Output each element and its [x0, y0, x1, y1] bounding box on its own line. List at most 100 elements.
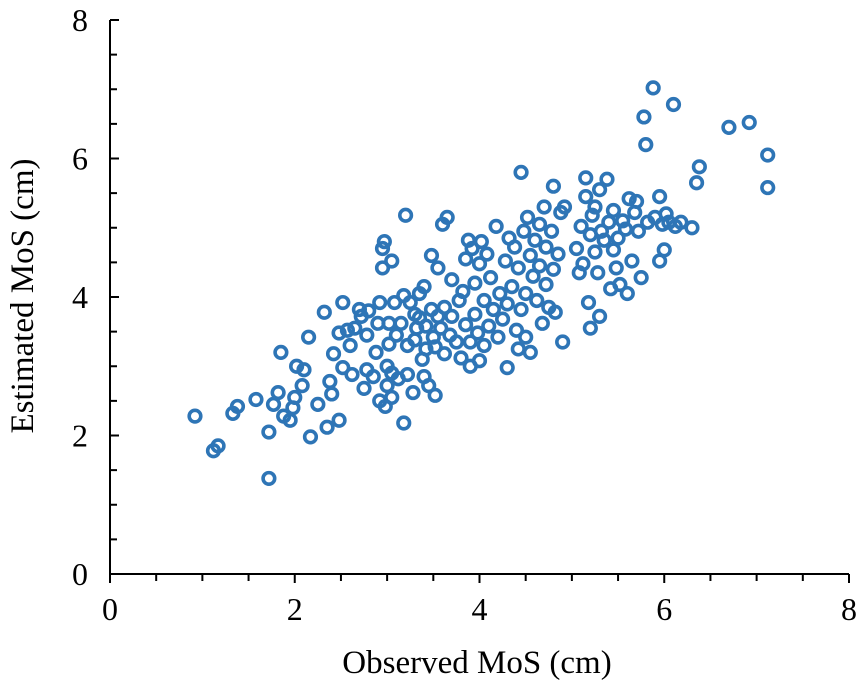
data-point	[499, 360, 515, 376]
data-point	[599, 171, 615, 187]
data-point	[508, 322, 525, 338]
data-point	[273, 344, 289, 361]
y-axis-title: Estimated MoS (cm)	[5, 159, 41, 434]
x-tick-label: 0	[102, 591, 118, 627]
data-point	[229, 398, 246, 415]
data-point	[497, 253, 513, 269]
data-point	[628, 193, 645, 210]
data-point	[430, 260, 446, 276]
data-point	[453, 350, 469, 366]
data-point	[436, 299, 452, 315]
data-point	[619, 285, 635, 302]
data-point	[578, 188, 594, 205]
tick-labels: 0 2 4 6 8 0 2 4 6 8	[72, 2, 857, 627]
data-point	[427, 387, 443, 403]
data-point	[584, 207, 600, 223]
data-point	[471, 353, 488, 369]
data-point	[531, 216, 548, 232]
data-point	[587, 199, 603, 215]
data-point	[538, 239, 554, 255]
data-point	[760, 179, 776, 196]
data-point	[261, 424, 277, 440]
data-point	[302, 429, 319, 445]
data-point	[324, 386, 340, 402]
data-point	[368, 344, 384, 361]
data-point	[294, 378, 310, 394]
data-point	[342, 337, 358, 354]
data-point	[398, 207, 414, 223]
data-point	[381, 315, 397, 331]
data-point	[617, 221, 634, 237]
data-point	[388, 327, 404, 343]
data-point	[376, 234, 392, 250]
data-point	[605, 242, 622, 258]
data-point	[691, 159, 707, 175]
data-point	[522, 247, 538, 264]
data-point	[575, 256, 591, 272]
data-point	[688, 175, 705, 191]
data-point	[481, 318, 497, 334]
data-point	[427, 339, 443, 355]
data-point	[624, 253, 640, 269]
data-point	[590, 265, 606, 281]
data-point	[485, 301, 501, 318]
data-point	[335, 294, 351, 311]
data-point	[527, 232, 543, 248]
x-tick-label: 2	[287, 591, 303, 627]
data-point	[596, 232, 612, 248]
data-point	[499, 296, 515, 312]
data-point	[555, 334, 571, 350]
data-point	[386, 294, 403, 311]
data-point	[310, 396, 326, 412]
data-point	[471, 256, 488, 272]
data-point	[351, 301, 368, 318]
data-point	[462, 334, 478, 350]
data-point	[550, 246, 566, 262]
data-point	[582, 320, 598, 336]
data-point	[591, 182, 608, 198]
data-point	[423, 247, 440, 264]
data-point	[615, 213, 631, 229]
data-point	[433, 320, 449, 336]
data-point	[593, 223, 610, 239]
data-point	[721, 119, 737, 135]
data-point	[490, 329, 506, 345]
data-point	[296, 362, 312, 378]
data-point	[270, 384, 286, 401]
data-point	[248, 391, 264, 408]
data-point	[381, 336, 397, 352]
data-point	[656, 242, 672, 258]
data-point	[418, 318, 434, 334]
data-point	[467, 306, 483, 322]
x-tick-label: 8	[841, 591, 857, 627]
data-point	[538, 276, 554, 293]
data-point	[636, 109, 652, 125]
data-point	[545, 261, 562, 277]
y-tick-label: 6	[72, 141, 88, 177]
data-point	[365, 369, 381, 385]
data-point	[356, 380, 372, 397]
data-point	[407, 332, 423, 348]
data-point	[522, 344, 538, 361]
data-point	[741, 114, 757, 131]
data-point	[658, 206, 674, 222]
data-point	[287, 389, 303, 406]
data-point	[325, 346, 342, 362]
data-point	[458, 317, 474, 333]
data-point	[416, 279, 432, 295]
data-point	[610, 230, 626, 246]
data-point	[467, 275, 483, 291]
data-point	[556, 199, 573, 215]
data-point	[301, 329, 317, 345]
data-point	[282, 412, 298, 428]
data-point	[492, 285, 508, 302]
data-point	[316, 304, 332, 320]
data-point	[335, 360, 351, 376]
data-point	[529, 292, 545, 309]
data-point	[344, 366, 360, 383]
data-point	[633, 270, 649, 286]
data-point	[436, 346, 452, 362]
data-point	[519, 209, 536, 225]
data-point	[513, 164, 529, 180]
data-point	[513, 301, 529, 318]
